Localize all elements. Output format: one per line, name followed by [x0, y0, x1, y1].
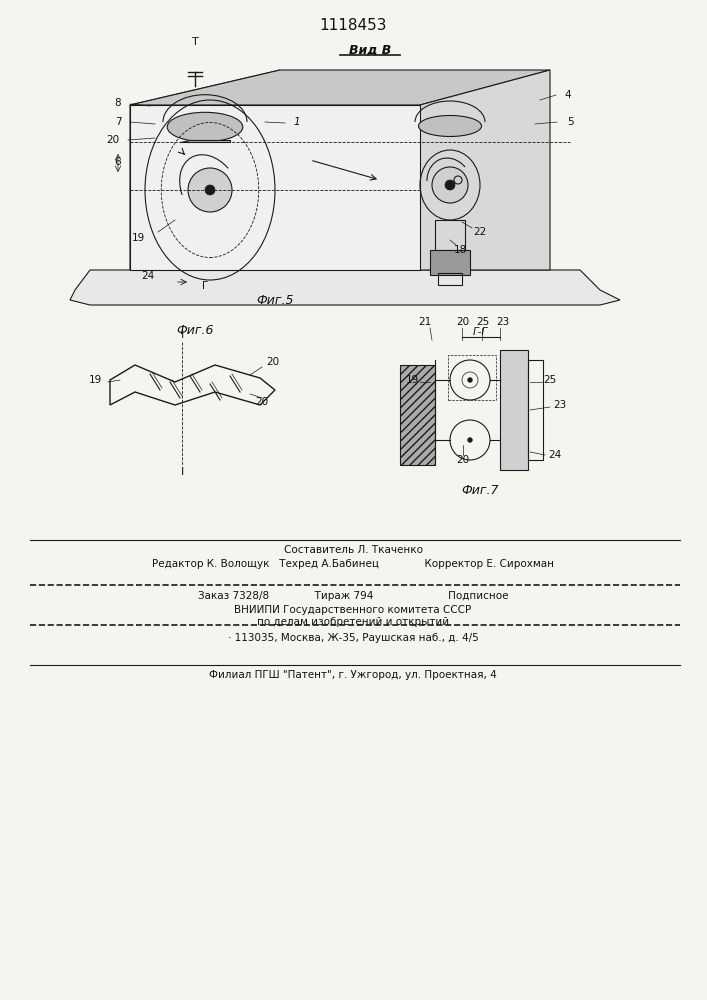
Polygon shape	[180, 140, 230, 142]
Text: I: I	[180, 330, 184, 340]
Text: 23: 23	[554, 400, 566, 410]
Bar	[400, 365, 435, 465]
Text: 18: 18	[453, 245, 467, 255]
Text: ВНИИПИ Государственного комитета СССР: ВНИИПИ Государственного комитета СССР	[235, 605, 472, 615]
Text: Заказ 7328/8              Тираж 794                       Подписное: Заказ 7328/8 Тираж 794 Подписное	[198, 591, 508, 601]
Circle shape	[432, 167, 468, 203]
Bar	[438, 273, 462, 285]
Text: 20: 20	[457, 455, 469, 465]
Text: I: I	[180, 467, 184, 477]
Ellipse shape	[419, 115, 481, 136]
Text: 25: 25	[544, 375, 556, 385]
Text: 20: 20	[255, 397, 269, 407]
Text: 4: 4	[565, 90, 571, 100]
Text: 24: 24	[549, 450, 561, 460]
Ellipse shape	[167, 112, 243, 142]
Bar	[500, 350, 528, 470]
Text: Фиг.6: Фиг.6	[176, 324, 214, 336]
Circle shape	[188, 168, 232, 212]
Text: · 113035, Москва, Ж-35, Раушская наб., д. 4/5: · 113035, Москва, Ж-35, Раушская наб., д…	[228, 633, 479, 643]
Text: 19: 19	[132, 233, 145, 243]
Text: 20: 20	[267, 357, 279, 367]
Text: 24: 24	[141, 271, 155, 281]
Circle shape	[468, 378, 472, 382]
Text: по делам изобретений и открытий: по делам изобретений и открытий	[257, 617, 449, 627]
Text: 22: 22	[474, 227, 486, 237]
Text: 19: 19	[405, 375, 419, 385]
Text: Фиг.5: Фиг.5	[256, 294, 293, 306]
Circle shape	[445, 180, 455, 190]
Text: 1: 1	[293, 117, 300, 127]
Polygon shape	[130, 70, 550, 105]
Bar	[448, 355, 496, 400]
Text: Г-Г: Г-Г	[472, 327, 488, 337]
Text: 6: 6	[115, 157, 122, 167]
Bar	[430, 250, 470, 275]
Text: 25: 25	[477, 317, 490, 327]
Polygon shape	[130, 70, 280, 270]
Text: 20: 20	[107, 135, 119, 145]
Text: Филиал ПГШ "Патент", г. Ужгород, ул. Проектная, 4: Филиал ПГШ "Патент", г. Ужгород, ул. Про…	[209, 670, 497, 680]
Text: Г: Г	[202, 281, 208, 291]
Bar	[528, 360, 543, 460]
Text: 7: 7	[115, 117, 122, 127]
Text: Фиг.7: Фиг.7	[461, 484, 498, 496]
Polygon shape	[130, 105, 420, 270]
Text: 1118453: 1118453	[320, 17, 387, 32]
Text: Составитель Л. Ткаченко: Составитель Л. Ткаченко	[284, 545, 423, 555]
Polygon shape	[420, 70, 550, 270]
Text: 23: 23	[496, 317, 510, 327]
Circle shape	[205, 185, 215, 195]
Text: Т: Т	[192, 37, 199, 47]
Text: 8: 8	[115, 98, 122, 108]
Text: 20: 20	[457, 317, 469, 327]
Text: 19: 19	[88, 375, 102, 385]
Text: Вид В: Вид В	[349, 43, 391, 56]
Circle shape	[468, 438, 472, 442]
Text: Редактор К. Волощук   Техред А.Бабинец              Корректор Е. Сирохман: Редактор К. Волощук Техред А.Бабинец Кор…	[152, 559, 554, 569]
Polygon shape	[70, 270, 620, 305]
Bar	[435, 220, 465, 250]
Text: 5: 5	[567, 117, 573, 127]
Text: 21: 21	[419, 317, 432, 327]
